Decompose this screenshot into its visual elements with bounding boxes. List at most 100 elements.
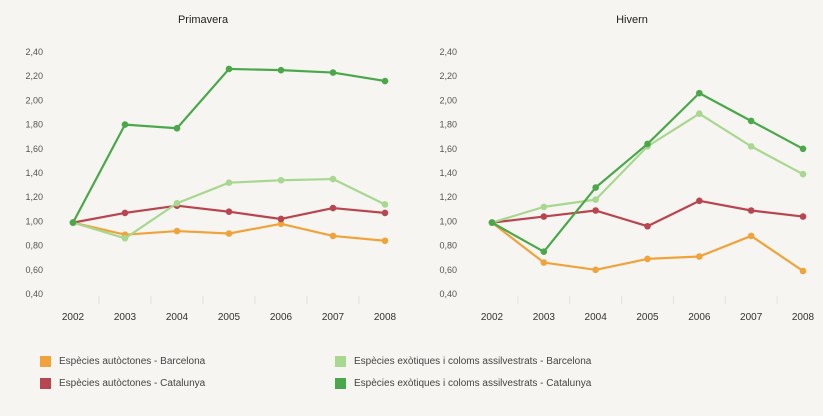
legend-swatch — [40, 356, 51, 367]
y-tick-label: 1,80 — [439, 120, 457, 130]
data-point — [277, 215, 285, 223]
y-tick-label: 1,00 — [439, 216, 457, 226]
y-tick-label: 1,60 — [439, 144, 457, 154]
data-point — [277, 176, 285, 184]
data-point — [225, 208, 233, 216]
y-tick-label: 2,20 — [439, 71, 457, 81]
series-line — [491, 221, 804, 272]
data-point — [225, 65, 233, 73]
legend-swatch — [40, 378, 51, 389]
legend: Espècies autòctones - Barcelona Espècies… — [0, 350, 823, 410]
data-point — [799, 267, 807, 275]
x-tick-label: 2007 — [322, 312, 345, 323]
legend-label: Espècies autòctones - Barcelona — [59, 356, 206, 367]
x-tick-label: 2004 — [585, 312, 608, 323]
legend-item: Espècies autòctones - Catalunya — [40, 378, 205, 389]
series-line — [491, 112, 804, 224]
data-point — [696, 89, 703, 97]
data-point — [799, 213, 807, 220]
data-point — [488, 219, 496, 226]
data-point — [540, 259, 548, 266]
data-point — [329, 175, 337, 183]
y-tick-label: 1,20 — [25, 192, 43, 202]
data-point — [799, 170, 807, 178]
y-tick-label: 1,00 — [25, 216, 43, 226]
data-point — [747, 143, 755, 150]
data-point — [173, 199, 181, 207]
legend-swatch — [335, 356, 346, 367]
series-line — [72, 67, 386, 224]
legend-item: Espècies exòtiques i coloms assilvestrat… — [335, 356, 591, 367]
data-point — [381, 237, 389, 245]
data-point — [225, 179, 233, 186]
y-tick-label: 1,40 — [439, 168, 457, 178]
data-point — [173, 124, 181, 132]
chart-title: Primavera — [178, 14, 229, 26]
data-point — [592, 196, 599, 203]
data-point — [747, 117, 755, 125]
data-point — [381, 77, 389, 85]
data-point — [592, 266, 599, 274]
data-point — [644, 222, 651, 230]
data-point — [592, 207, 599, 214]
legend-swatch — [335, 378, 346, 389]
data-point — [329, 69, 337, 76]
y-tick-label: 1,20 — [439, 192, 457, 202]
legend-item: Espècies exòtiques i coloms assilvestrat… — [335, 378, 591, 389]
data-point — [644, 140, 651, 148]
y-tick-label: 2,00 — [439, 95, 457, 105]
y-tick-label: 0,60 — [25, 265, 43, 275]
data-point — [277, 66, 285, 74]
y-tick-label: 0,60 — [439, 265, 457, 275]
x-tick-label: 2003 — [533, 312, 556, 323]
data-point — [747, 232, 755, 240]
x-tick-label: 2007 — [740, 312, 763, 323]
data-point — [121, 235, 129, 242]
chart-title: Hivern — [616, 14, 648, 26]
data-point — [540, 213, 548, 220]
x-tick-label: 2006 — [688, 312, 711, 323]
x-tick-label: 2008 — [374, 312, 397, 323]
x-tick-label: 2005 — [636, 312, 659, 323]
data-point — [540, 203, 548, 211]
y-tick-label: 2,20 — [25, 71, 43, 81]
data-point — [592, 184, 599, 191]
data-point — [173, 227, 181, 235]
data-point — [696, 253, 703, 260]
x-tick-label: 2008 — [792, 312, 815, 323]
legend-label: Espècies exòtiques i coloms assilvestrat… — [354, 378, 592, 389]
data-point — [277, 220, 285, 228]
chart-primavera: Primavera 0,40 0,60 0,80 1,00 1,20 1,40 1,60 1,8… — [25, 14, 397, 323]
y-tick-label: 1,40 — [25, 168, 43, 178]
data-point — [121, 209, 129, 217]
y-tick-label: 2,00 — [25, 95, 43, 105]
data-point — [329, 204, 337, 212]
legend-label: Espècies exòtiques i coloms assilvestrat… — [354, 356, 592, 367]
y-tick-label: 0,80 — [25, 241, 43, 251]
data-point — [747, 207, 755, 214]
x-tick-label: 2005 — [218, 312, 241, 323]
y-tick-label: 0,80 — [439, 241, 457, 251]
data-point — [540, 248, 548, 255]
series-line — [491, 199, 804, 228]
data-point — [329, 232, 337, 240]
y-tick-label: 1,60 — [25, 144, 43, 154]
y-tick-label: 1,80 — [25, 120, 43, 130]
data-point — [644, 255, 651, 263]
data-point — [799, 145, 807, 153]
y-tick-label: 0,40 — [25, 289, 43, 299]
x-tick-label: 2006 — [270, 312, 293, 323]
x-tick-label: 2002 — [62, 312, 85, 323]
data-point — [69, 219, 77, 226]
y-tick-label: 0,40 — [439, 289, 457, 299]
y-tick-label: 2,40 — [25, 47, 43, 57]
data-point — [696, 197, 703, 205]
data-point — [121, 121, 129, 128]
data-point — [696, 110, 703, 118]
x-tick-label: 2003 — [114, 312, 137, 323]
data-point — [381, 201, 389, 208]
x-tick-label: 2002 — [481, 312, 504, 323]
legend-item: Espècies autòctones - Barcelona — [40, 356, 205, 367]
data-point — [225, 230, 233, 237]
y-tick-label: 2,40 — [439, 47, 457, 57]
